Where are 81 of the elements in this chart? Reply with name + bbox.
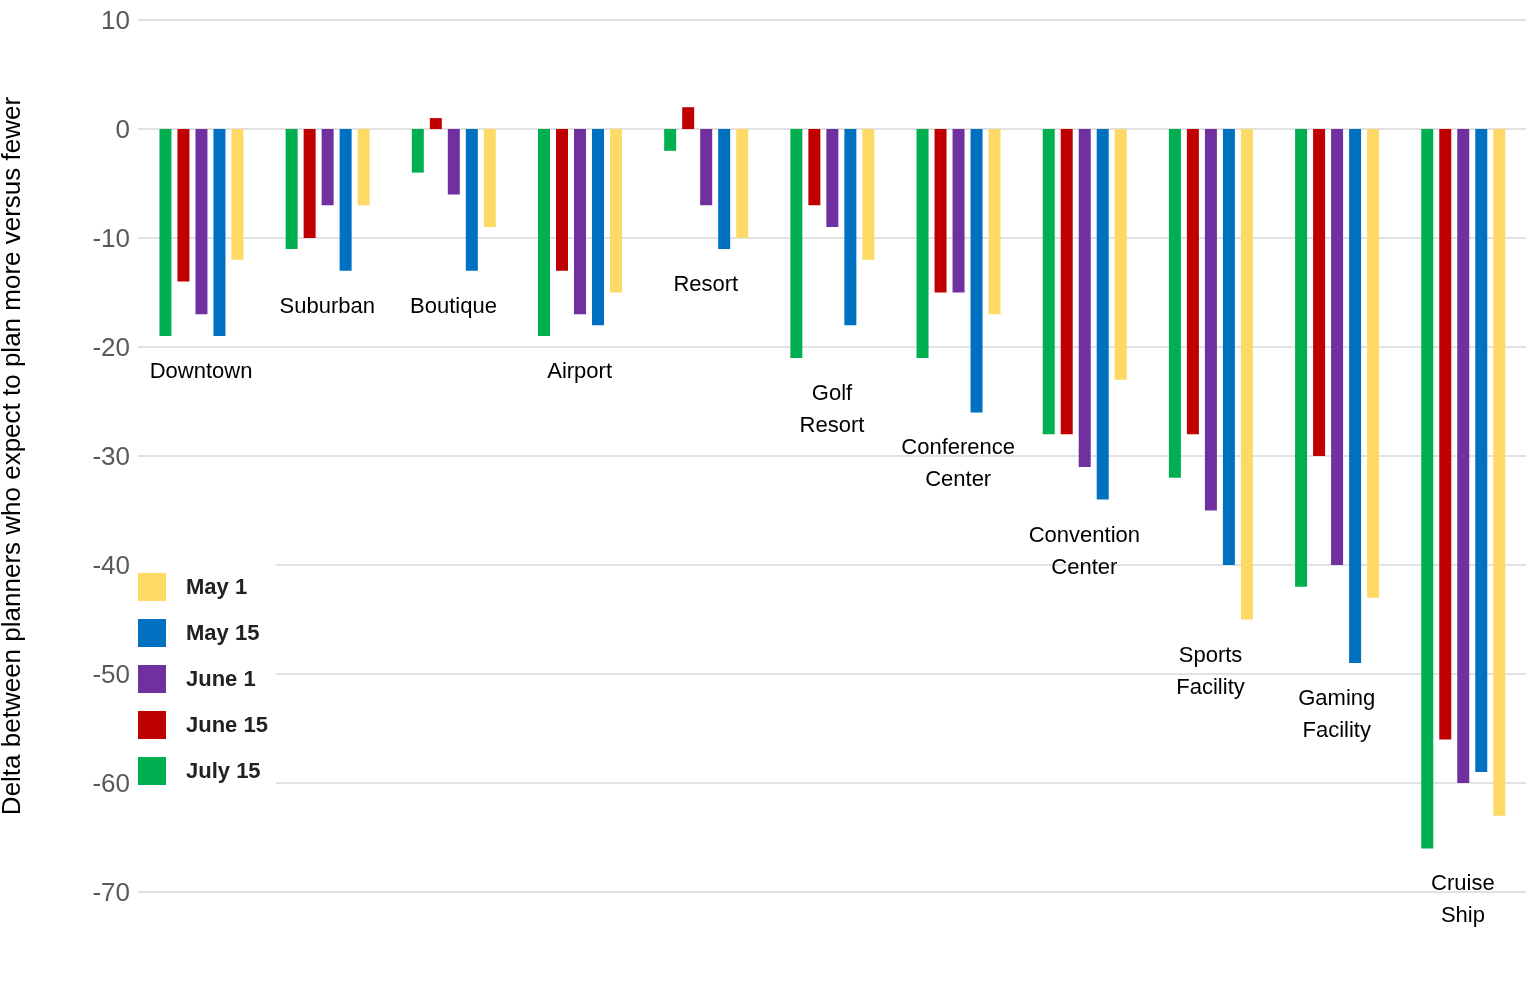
x-tick-label: Downtown xyxy=(149,358,253,384)
bar xyxy=(718,129,731,249)
x-tick-label: Suburban xyxy=(279,292,375,318)
bar xyxy=(1078,129,1091,467)
bar xyxy=(790,129,803,358)
bar xyxy=(1313,129,1326,456)
bar xyxy=(321,129,334,206)
bar xyxy=(1096,129,1109,500)
bar xyxy=(159,129,172,337)
bar xyxy=(610,129,622,293)
y-tick-label: -70 xyxy=(92,877,130,908)
bar xyxy=(411,129,424,173)
bar xyxy=(826,129,839,228)
x-tick-label: Convention Center xyxy=(1028,521,1141,579)
x-tick-label: Conference Center xyxy=(901,434,1016,492)
legend-label: May 15 xyxy=(186,620,260,646)
x-tick-label: Golf Resort xyxy=(799,379,865,437)
bar xyxy=(664,129,677,151)
legend-label: June 1 xyxy=(186,666,256,692)
y-tick-label: -30 xyxy=(92,441,130,472)
x-tick-label: Sports Facility xyxy=(1176,641,1245,699)
x-tick-label: Resort xyxy=(673,270,739,296)
bar xyxy=(285,129,298,249)
bar xyxy=(483,129,496,228)
bar xyxy=(808,129,821,206)
y-tick-label: -60 xyxy=(92,768,130,799)
bar xyxy=(736,129,749,238)
bar xyxy=(303,129,316,238)
bar xyxy=(1240,129,1253,620)
x-tick-label: Boutique xyxy=(410,292,497,318)
x-tick-label: Airport xyxy=(547,358,613,384)
bar xyxy=(574,129,586,315)
bar xyxy=(357,129,370,206)
bar xyxy=(538,129,550,337)
bar xyxy=(988,129,1001,315)
bar xyxy=(1457,129,1470,783)
bar xyxy=(1204,129,1217,511)
bar xyxy=(1421,129,1434,849)
bar xyxy=(1222,129,1235,565)
bar xyxy=(970,129,983,413)
bar xyxy=(447,129,460,195)
bar xyxy=(700,129,713,206)
bar xyxy=(862,129,875,260)
bar xyxy=(231,129,244,260)
bar xyxy=(592,129,604,326)
bar xyxy=(465,129,478,271)
bar xyxy=(952,129,965,293)
bar xyxy=(177,129,190,282)
bar xyxy=(1493,129,1506,816)
bar xyxy=(1295,129,1308,587)
y-tick-label: -20 xyxy=(92,332,130,363)
bar xyxy=(195,129,208,315)
bar xyxy=(1367,129,1380,598)
bar xyxy=(916,129,929,358)
bar xyxy=(1042,129,1055,435)
x-tick-label: Cruise Ship xyxy=(1431,870,1495,928)
bar xyxy=(213,129,226,337)
bar xyxy=(1439,129,1452,740)
bar xyxy=(1168,129,1181,478)
y-tick-label: 10 xyxy=(101,5,130,36)
y-tick-label: 0 xyxy=(115,114,130,145)
legend-label: June 15 xyxy=(186,712,268,738)
bar xyxy=(429,118,442,129)
bar xyxy=(1060,129,1073,435)
bar xyxy=(1475,129,1488,773)
y-tick-label: -10 xyxy=(92,223,130,254)
bar xyxy=(339,129,352,271)
bar xyxy=(1186,129,1199,435)
x-tick-label: Gaming Facility xyxy=(1298,685,1376,743)
bar xyxy=(556,129,568,271)
bar xyxy=(1331,129,1344,565)
bar xyxy=(682,107,695,129)
y-axis-title: Delta between planners who expect to plan more versus fewer xyxy=(0,96,27,816)
bar xyxy=(1114,129,1127,380)
y-tick-label: -50 xyxy=(92,659,130,690)
bar xyxy=(1349,129,1362,664)
bar xyxy=(844,129,857,326)
bar xyxy=(934,129,947,293)
y-tick-label: -40 xyxy=(92,550,130,581)
legend-label: May 1 xyxy=(186,574,248,600)
legend-label: July 15 xyxy=(186,758,261,784)
